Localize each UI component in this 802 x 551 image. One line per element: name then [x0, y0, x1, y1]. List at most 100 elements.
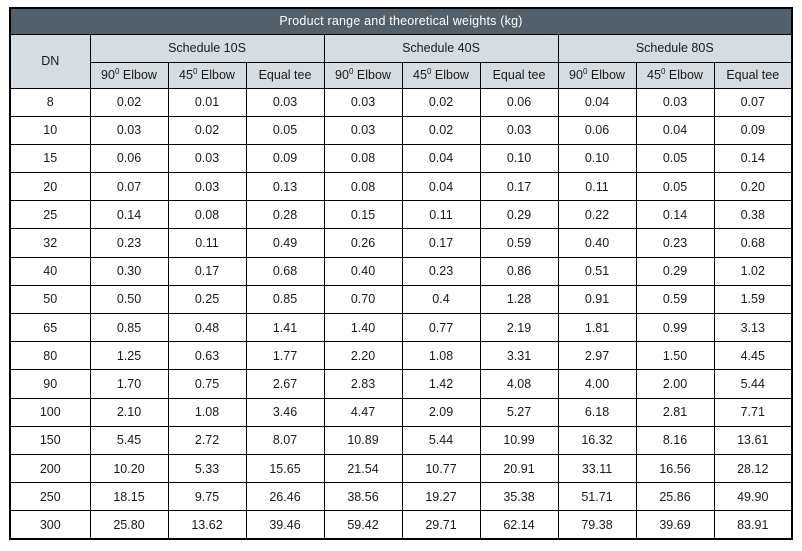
table-row: 80 1.25 0.63 1.77 2.20 1.08 3.31 2.97 1.50 4.45 — [9, 341, 793, 371]
weight-cell: 59.42 — [323, 510, 403, 540]
weight-cell: 2.09 — [401, 397, 481, 427]
dn-cell: 50 — [9, 284, 91, 315]
weight-cell: 3.31 — [479, 341, 559, 371]
weight-cell: 0.10 — [557, 143, 637, 174]
dn-cell: 80 — [9, 341, 91, 371]
table-row: 10 0.03 0.02 0.05 0.03 0.02 0.03 0.06 0.04 0.09 — [9, 115, 793, 145]
weight-cell: 0.63 — [167, 341, 247, 371]
table-row: 20 0.07 0.03 0.13 0.08 0.04 0.17 0.11 0.05 0.20 — [9, 172, 793, 202]
dn-column-header: DN — [9, 33, 91, 89]
weight-cell: 5.44 — [713, 369, 793, 399]
weight-cell: 0.23 — [89, 228, 169, 258]
schedule-10s-header: Schedule 10S — [89, 33, 325, 63]
table-row: 300 25.80 13.62 39.46 59.42 29.71 62.14 79.38 39… — [9, 510, 793, 540]
weight-cell: 0.14 — [89, 200, 169, 230]
weight-cell: 13.62 — [167, 510, 247, 540]
weight-cell: 0.17 — [167, 256, 247, 286]
weight-cell: 1.59 — [713, 284, 793, 315]
dn-cell: 300 — [9, 510, 91, 540]
weight-cell: 5.44 — [401, 425, 481, 455]
table-row: 200 10.20 5.33 15.65 21.54 10.77 20.91 33.11 16.… — [9, 453, 793, 484]
weight-cell: 0.48 — [167, 312, 247, 343]
weight-cell: 7.71 — [713, 397, 793, 427]
weight-cell: 0.03 — [167, 172, 247, 202]
weight-cell: 26.46 — [245, 482, 325, 512]
weight-cell: 0.49 — [245, 228, 325, 258]
weight-cell: 0.20 — [713, 172, 793, 202]
weight-cell: 0.07 — [89, 172, 169, 202]
weight-cell: 79.38 — [557, 510, 637, 540]
weight-cell: 9.75 — [167, 482, 247, 512]
column-header: Equal tee — [245, 61, 325, 89]
weight-cell: 0.10 — [479, 143, 559, 174]
dn-cell: 10 — [9, 115, 91, 145]
weight-cell: 1.70 — [89, 369, 169, 399]
weight-cell: 19.27 — [401, 482, 481, 512]
weight-cell: 1.25 — [89, 341, 169, 371]
weight-cell: 0.02 — [401, 87, 481, 117]
weight-cell: 0.02 — [89, 87, 169, 117]
dn-cell: 250 — [9, 482, 91, 512]
weight-cell: 10.20 — [89, 453, 169, 484]
dn-cell: 20 — [9, 172, 91, 202]
weight-cell: 8.16 — [635, 425, 715, 455]
weight-cell: 0.14 — [713, 143, 793, 174]
weight-cell: 0.91 — [557, 284, 637, 315]
weight-cell: 1.08 — [401, 341, 481, 371]
table-row: 15 0.06 0.03 0.09 0.08 0.04 0.10 0.10 0.05 0.14 — [9, 143, 793, 174]
table-title: Product range and theoretical weights (k… — [9, 7, 793, 35]
weight-cell: 0.40 — [557, 228, 637, 258]
column-header: 450 Elbow — [635, 61, 715, 89]
weight-cell: 0.08 — [323, 172, 403, 202]
weight-cell: 0.01 — [167, 87, 247, 117]
table-row: 250 18.15 9.75 26.46 38.56 19.27 35.38 51.71 25.… — [9, 482, 793, 512]
weight-cell: 16.56 — [635, 453, 715, 484]
weight-cell: 0.13 — [245, 172, 325, 202]
weight-cell: 0.07 — [713, 87, 793, 117]
weight-cell: 0.04 — [401, 143, 481, 174]
dn-cell: 150 — [9, 425, 91, 455]
weight-cell: 33.11 — [557, 453, 637, 484]
weight-cell: 8.07 — [245, 425, 325, 455]
weight-cell: 4.47 — [323, 397, 403, 427]
weight-cell: 49.90 — [713, 482, 793, 512]
column-header: 900 Elbow — [323, 61, 403, 89]
dn-cell: 65 — [9, 312, 91, 343]
weight-cell: 0.26 — [323, 228, 403, 258]
weight-cell: 2.72 — [167, 425, 247, 455]
weight-cell: 0.23 — [635, 228, 715, 258]
weight-cell: 1.50 — [635, 341, 715, 371]
weight-cell: 0.77 — [401, 312, 481, 343]
schedule-80s-header: Schedule 80S — [557, 33, 793, 63]
weight-cell: 0.02 — [167, 115, 247, 145]
weight-cell: 0.29 — [479, 200, 559, 230]
group-header-row: DN Schedule 10S Schedule 40S Schedule 80… — [9, 33, 793, 89]
dn-cell: 100 — [9, 397, 91, 427]
weight-cell: 0.03 — [89, 115, 169, 145]
weight-cell: 0.06 — [89, 143, 169, 174]
weight-cell: 0.59 — [479, 228, 559, 258]
weight-cell: 1.28 — [479, 284, 559, 315]
weight-cell: 0.68 — [713, 228, 793, 258]
weight-cell: 1.40 — [323, 312, 403, 343]
weight-cell: 0.40 — [323, 256, 403, 286]
weight-cell: 0.05 — [635, 172, 715, 202]
table-row: 25 0.14 0.08 0.28 0.15 0.11 0.29 0.22 0.14 0.38 — [9, 200, 793, 230]
weight-cell: 6.18 — [557, 397, 637, 427]
weight-cell: 5.27 — [479, 397, 559, 427]
weight-cell: 0.38 — [713, 200, 793, 230]
weight-cell: 0.11 — [557, 172, 637, 202]
weight-cell: 0.85 — [245, 284, 325, 315]
weight-cell: 51.71 — [557, 482, 637, 512]
weight-cell: 0.02 — [401, 115, 481, 145]
schedule-40s-header: Schedule 40S — [323, 33, 559, 63]
weight-cell: 0.03 — [635, 87, 715, 117]
weight-cell: 0.03 — [323, 115, 403, 145]
weight-cell: 0.29 — [635, 256, 715, 286]
table-row: 90 1.70 0.75 2.67 2.83 1.42 4.08 4.00 2.00 5.44 — [9, 369, 793, 399]
weight-cell: 4.45 — [713, 341, 793, 371]
weight-cell: 0.03 — [167, 143, 247, 174]
weight-cell: 0.03 — [323, 87, 403, 117]
weight-cell: 15.65 — [245, 453, 325, 484]
weight-cell: 0.04 — [401, 172, 481, 202]
